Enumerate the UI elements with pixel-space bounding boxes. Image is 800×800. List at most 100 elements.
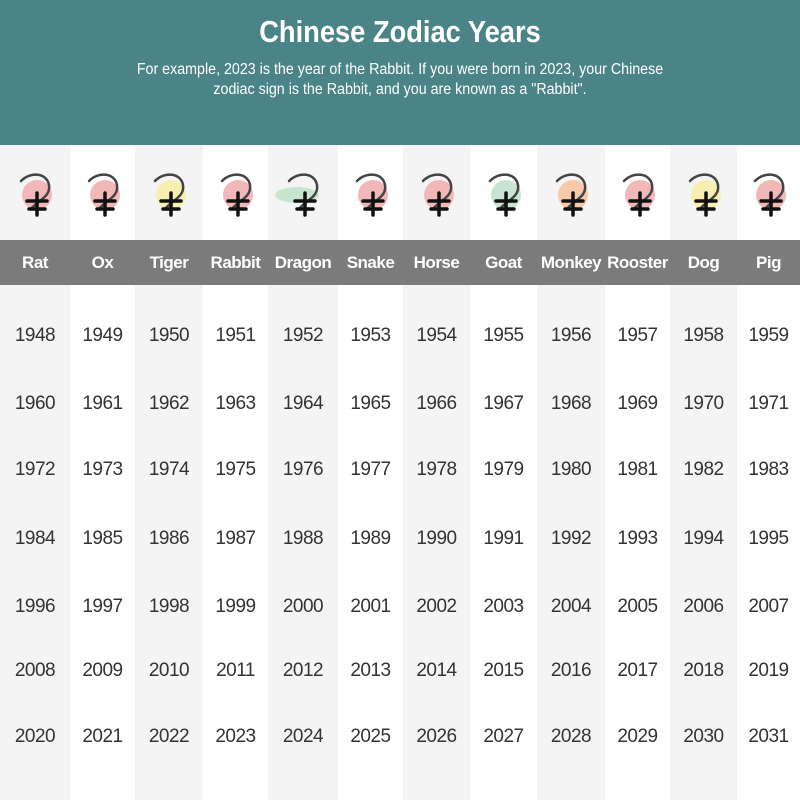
year-cell: 1950 bbox=[148, 325, 190, 346]
year-cell: 2020 bbox=[14, 726, 56, 747]
year-cell: 1995 bbox=[748, 528, 789, 549]
year-cell: 1991 bbox=[483, 528, 524, 549]
column-monkey: Monkey 1956 1968 1980 1992 2004 2016 2028 bbox=[537, 145, 605, 800]
year-cell: 2016 bbox=[550, 660, 592, 681]
year-cell: 1971 bbox=[748, 393, 789, 414]
year-cell: 2018 bbox=[683, 660, 724, 681]
animal-name: Rat bbox=[0, 240, 70, 285]
year-cell: 2003 bbox=[483, 596, 524, 617]
year-cell: 1999 bbox=[215, 596, 256, 617]
year-cell: 1997 bbox=[82, 596, 123, 617]
column-goat: Goat 1955 1967 1979 1991 2003 2015 2027 bbox=[470, 145, 537, 800]
dragon-calligraphy-icon bbox=[268, 145, 338, 240]
year-cell: 1966 bbox=[416, 393, 457, 414]
year-cell: 1985 bbox=[82, 528, 123, 549]
year-cell: 1968 bbox=[550, 393, 592, 414]
year-cell: 2008 bbox=[14, 660, 56, 681]
year-cell: 1969 bbox=[617, 393, 658, 414]
year-cell: 2031 bbox=[748, 726, 789, 747]
year-cell: 1973 bbox=[82, 459, 123, 480]
year-cell: 1974 bbox=[148, 459, 190, 480]
year-cell: 2011 bbox=[216, 660, 255, 681]
year-cell: 1998 bbox=[148, 596, 190, 617]
year-cell: 2024 bbox=[282, 726, 324, 747]
year-cell: 2013 bbox=[350, 660, 391, 681]
animal-name: Pig bbox=[737, 240, 800, 285]
year-cell: 1953 bbox=[350, 325, 391, 346]
year-cell: 1975 bbox=[215, 459, 256, 480]
column-rabbit: Rabbit 1951 1963 1975 1987 1999 2011 2023 bbox=[203, 145, 268, 800]
year-cell: 1988 bbox=[282, 528, 324, 549]
year-cell: 1986 bbox=[148, 528, 190, 549]
year-cell: 1978 bbox=[416, 459, 457, 480]
year-cell: 2021 bbox=[82, 726, 123, 747]
column-pig: Pig 1959 1971 1983 1995 2007 2019 2031 bbox=[737, 145, 800, 800]
year-cell: 1965 bbox=[350, 393, 391, 414]
year-cell: 2023 bbox=[215, 726, 256, 747]
column-rat: Rat 1948 1960 1972 1984 1996 2008 2020 bbox=[0, 145, 70, 800]
year-cell: 1972 bbox=[14, 459, 56, 480]
year-cell: 1983 bbox=[748, 459, 789, 480]
column-dragon: Dragon 1952 1964 1976 1988 2000 2012 2024 bbox=[268, 145, 338, 800]
year-cell: 1962 bbox=[148, 393, 190, 414]
year-cell: 1956 bbox=[550, 325, 592, 346]
year-cell: 2012 bbox=[282, 660, 324, 681]
header: Chinese Zodiac Years For example, 2023 i… bbox=[0, 0, 800, 145]
year-cell: 1984 bbox=[14, 528, 56, 549]
animal-name: Rooster bbox=[605, 240, 670, 285]
column-dog: Dog 1958 1970 1982 1994 2006 2018 2030 bbox=[670, 145, 737, 800]
rabbit-calligraphy-icon bbox=[203, 145, 268, 240]
animal-name: Tiger bbox=[135, 240, 203, 285]
year-cell: 1963 bbox=[215, 393, 256, 414]
year-cell: 2019 bbox=[748, 660, 789, 681]
year-cell: 2017 bbox=[617, 660, 658, 681]
year-cell: 2022 bbox=[148, 726, 190, 747]
year-cell: 1980 bbox=[550, 459, 592, 480]
horse-calligraphy-icon bbox=[403, 145, 470, 240]
monkey-calligraphy-icon bbox=[537, 145, 605, 240]
column-rooster: Rooster 1957 1969 1981 1993 2005 2017 2029 bbox=[605, 145, 670, 800]
animal-name: Dog bbox=[670, 240, 737, 285]
goat-calligraphy-icon bbox=[470, 145, 537, 240]
year-cell: 2029 bbox=[617, 726, 658, 747]
year-cell: 1981 bbox=[617, 459, 658, 480]
column-horse: Horse 1954 1966 1978 1990 2002 2014 2026 bbox=[403, 145, 470, 800]
year-cell: 2025 bbox=[350, 726, 391, 747]
year-cell: 1952 bbox=[282, 325, 324, 346]
column-tiger: Tiger 1950 1962 1974 1986 1998 2010 2022 bbox=[135, 145, 203, 800]
rooster-calligraphy-icon bbox=[605, 145, 670, 240]
year-cell: 2028 bbox=[550, 726, 592, 747]
tiger-calligraphy-icon bbox=[135, 145, 203, 240]
year-cell: 2009 bbox=[82, 660, 123, 681]
year-cell: 2004 bbox=[550, 596, 592, 617]
year-cell: 1970 bbox=[683, 393, 724, 414]
year-cell: 1964 bbox=[282, 393, 324, 414]
dog-calligraphy-icon bbox=[670, 145, 737, 240]
year-cell: 2010 bbox=[148, 660, 190, 681]
year-cell: 2026 bbox=[416, 726, 457, 747]
year-cell: 1989 bbox=[350, 528, 391, 549]
year-cell: 1960 bbox=[14, 393, 56, 414]
year-cell: 1990 bbox=[416, 528, 457, 549]
year-cell: 1957 bbox=[617, 325, 658, 346]
page-subtitle: For example, 2023 is the year of the Rab… bbox=[136, 61, 664, 98]
animal-name: Snake bbox=[338, 240, 403, 285]
year-cell: 1949 bbox=[82, 325, 123, 346]
column-ox: Ox 1949 1961 1973 1985 1997 2009 2021 bbox=[70, 145, 135, 800]
column-snake: Snake 1953 1965 1977 1989 2001 2013 2025 bbox=[338, 145, 403, 800]
year-cell: 2002 bbox=[416, 596, 457, 617]
snake-calligraphy-icon bbox=[338, 145, 403, 240]
year-cell: 1993 bbox=[617, 528, 658, 549]
year-cell: 2014 bbox=[416, 660, 457, 681]
animal-name: Rabbit bbox=[203, 240, 268, 285]
pig-calligraphy-icon bbox=[737, 145, 800, 240]
animal-name: Dragon bbox=[268, 240, 338, 285]
animal-name: Goat bbox=[470, 240, 537, 285]
rat-calligraphy-icon bbox=[0, 145, 70, 240]
animal-name: Monkey bbox=[537, 240, 605, 285]
year-cell: 1955 bbox=[483, 325, 524, 346]
year-cell: 1982 bbox=[683, 459, 724, 480]
year-cell: 2027 bbox=[483, 726, 524, 747]
year-cell: 1992 bbox=[550, 528, 592, 549]
year-cell: 2007 bbox=[748, 596, 789, 617]
